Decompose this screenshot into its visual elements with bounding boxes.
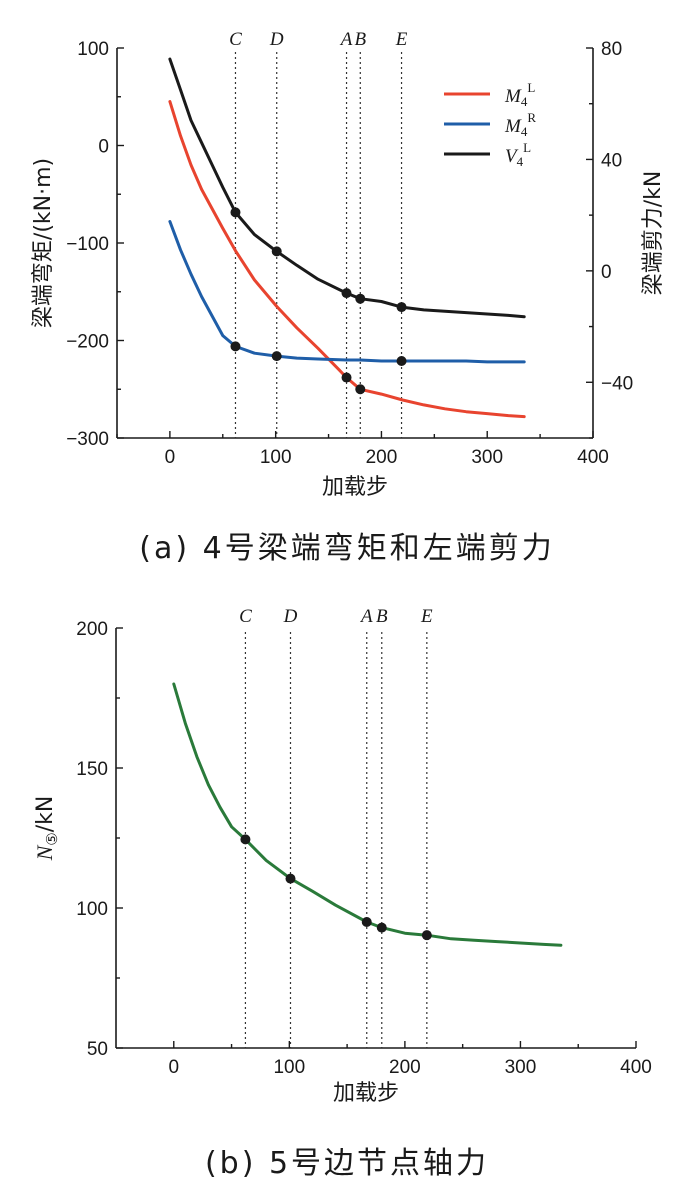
chart-a-x-tick-label: 200 bbox=[366, 447, 398, 468]
chart-a: 0 100 200 300 400 −300 −200 −100 0 100 −40 0 40 80 加载步… bbox=[31, 29, 666, 566]
chart-b-x-tick-label: 200 bbox=[389, 1057, 421, 1078]
chart-a-series-M4R bbox=[168, 220, 526, 364]
chart-a-y-tick-label: 0 bbox=[98, 137, 109, 158]
chart-a-y-tick-label: −300 bbox=[66, 429, 109, 450]
chart-b-point-N5 bbox=[376, 922, 387, 933]
chart-b-point-N5 bbox=[240, 834, 251, 845]
chart-a-marker-label-A: A bbox=[339, 29, 353, 50]
chart-b-point-N5 bbox=[361, 917, 372, 927]
chart-b-caption: (b) 5号边节点轴力 bbox=[205, 1146, 489, 1181]
chart-a-point-M4R bbox=[230, 341, 241, 352]
chart-a-point-M4R bbox=[396, 355, 407, 366]
chart-a-marker-label-D: D bbox=[269, 29, 284, 50]
chart-a-marker-label-B: B bbox=[354, 29, 366, 50]
chart-a-y-tick-label: −100 bbox=[66, 234, 109, 255]
chart-b-series-N5 bbox=[172, 682, 563, 947]
chart-b-marker-label-D: D bbox=[283, 606, 298, 627]
chart-a-legend-label-M4R: M4R bbox=[504, 110, 536, 139]
chart-b-y-tick-label: 100 bbox=[76, 899, 108, 920]
chart-b-y-tick-label: 50 bbox=[87, 1039, 108, 1060]
chart-b-x-axis-title: 加载步 bbox=[333, 1081, 399, 1106]
chart-a-plot-area: 0 100 200 300 400 −300 −200 −100 0 100 −40 0 40 80 加载步… bbox=[31, 29, 666, 500]
chart-a-point-V4L bbox=[355, 293, 366, 304]
chart-b-y-tick-label: 200 bbox=[76, 619, 108, 640]
chart-b-x-tick-label: 400 bbox=[620, 1057, 652, 1078]
chart-a-point-V4L bbox=[396, 302, 407, 313]
chart-a-y2-tick-label: −40 bbox=[601, 373, 633, 394]
chart-a-point-V4L bbox=[230, 207, 241, 218]
chart-a-x-tick-label: 0 bbox=[165, 447, 176, 468]
chart-a-x-tick-label: 100 bbox=[260, 447, 292, 468]
chart-b-x-tick-label: 100 bbox=[273, 1057, 305, 1078]
chart-a-y2-axis-title: 梁端剪力/kN bbox=[641, 171, 666, 296]
chart-a-y2-tick-label: 0 bbox=[601, 262, 612, 283]
chart-a-marker-label-E: E bbox=[395, 29, 408, 50]
chart-a-point-M4L bbox=[341, 372, 352, 383]
chart-a-x-axis-title: 加载步 bbox=[322, 475, 388, 500]
chart-b-marker-label-A: A bbox=[359, 606, 373, 627]
chart-a-series-V4L bbox=[168, 57, 526, 319]
chart-a-point-V4L bbox=[341, 288, 352, 299]
chart-a-y-tick-label: −200 bbox=[66, 332, 109, 353]
chart-a-legend-label-V4L: V4L bbox=[505, 140, 531, 169]
chart-a-x-tick-label: 300 bbox=[471, 447, 503, 468]
chart-b-point-N5 bbox=[285, 873, 296, 884]
chart-b-marker-label-C: C bbox=[239, 606, 252, 627]
chart-a-point-M4R bbox=[271, 351, 282, 362]
chart-b-marker-label-E: E bbox=[420, 606, 433, 627]
chart-b-y-tick-label: 150 bbox=[76, 759, 108, 780]
chart-a-point-M4L bbox=[355, 384, 366, 395]
chart-a-y2-tick-label: 80 bbox=[601, 39, 622, 60]
chart-a-legend-label-M4L: M4L bbox=[504, 80, 535, 109]
chart-b-y-axis-title: N⑤/kN bbox=[32, 796, 61, 862]
chart-b-x-tick-label: 0 bbox=[168, 1057, 179, 1078]
chart-a-y-axis-title: 梁端弯矩/(kN·m) bbox=[31, 158, 56, 328]
chart-a-x-tick-label: 400 bbox=[577, 447, 609, 468]
chart-a-y2-tick-label: 40 bbox=[601, 150, 622, 171]
chart-b-plot-area: 0 100 200 300 400 50 100 150 200 加载步 N⑤/kN C D A B E bbox=[32, 606, 652, 1106]
chart-b: 0 100 200 300 400 50 100 150 200 加载步 N⑤/kN C D A B E (b… bbox=[32, 606, 652, 1181]
chart-a-point-V4L bbox=[271, 246, 282, 257]
chart-a-y-tick-label: 100 bbox=[77, 39, 109, 60]
chart-b-point-N5 bbox=[421, 930, 432, 941]
chart-a-caption: (a) 4号梁端弯矩和左端剪力 bbox=[139, 531, 554, 566]
chart-a-marker-label-C: C bbox=[229, 29, 242, 50]
chart-b-x-tick-label: 300 bbox=[505, 1057, 537, 1078]
chart-b-marker-label-B: B bbox=[376, 606, 388, 627]
